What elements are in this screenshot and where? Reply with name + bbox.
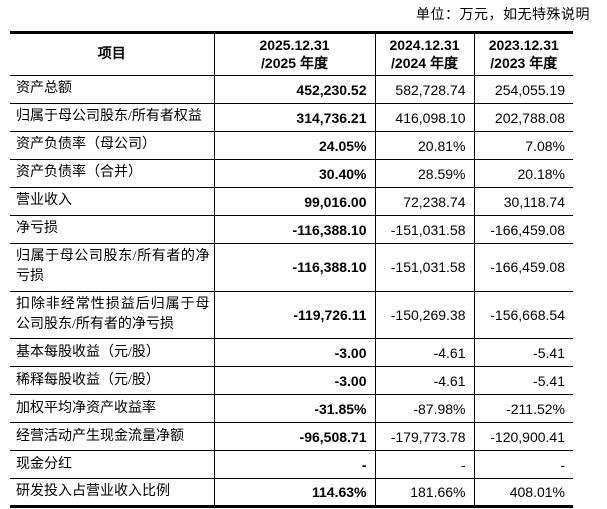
header-period-year: /2025 年度 bbox=[261, 54, 328, 71]
row-value: -151,031.58 bbox=[374, 243, 474, 292]
row-value: -31.85% bbox=[213, 394, 375, 424]
table-row: 资产负债率（母公司） 24.05% 20.81% 7.08% bbox=[10, 131, 573, 160]
row-value: 408.01% bbox=[473, 478, 573, 508]
row-value: -150,269.38 bbox=[374, 291, 474, 340]
row-value: -166,459.08 bbox=[473, 215, 573, 244]
row-value: 254,055.19 bbox=[473, 75, 573, 104]
table-row: 归属于母公司股东/所有者的净亏损 -116,388.10 -151,031.58 -1… bbox=[10, 243, 573, 292]
row-value: 24.05% bbox=[213, 131, 375, 160]
header-item-column: 项目 bbox=[10, 32, 214, 76]
row-value: -151,031.58 bbox=[374, 215, 474, 244]
row-value: 30,118.74 bbox=[473, 187, 573, 216]
header-period-date: 2024.12.31 bbox=[389, 37, 460, 53]
row-value: 7.08% bbox=[473, 131, 573, 160]
row-label: 归属于母公司股东/所有者权益 bbox=[10, 103, 214, 132]
row-value: -96,508.71 bbox=[213, 422, 375, 452]
table-row: 资产总额 452,230.52 582,728.74 254,055.19 bbox=[10, 75, 573, 104]
row-value: 314,736.21 bbox=[213, 103, 375, 132]
row-label: 扣除非经常性损益后归属于母公司股东/所有者的净亏损 bbox=[10, 291, 214, 340]
row-label: 净亏损 bbox=[10, 215, 214, 244]
table-row: 归属于母公司股东/所有者权益 314,736.21 416,098.10 202,78… bbox=[10, 103, 573, 132]
row-label: 归属于母公司股东/所有者的净亏损 bbox=[10, 243, 214, 292]
table-row: 资产负债率（合并） 30.40% 28.59% 20.18% bbox=[10, 159, 573, 188]
row-label: 基本每股收益（元/股） bbox=[10, 338, 214, 368]
header-period-date: 2025.12.31 bbox=[259, 37, 330, 53]
header-period-2023: 2023.12.31 /2023 年度 bbox=[473, 32, 573, 76]
row-value: -211.52% bbox=[473, 394, 573, 424]
row-value: -166,459.08 bbox=[473, 243, 573, 292]
row-value: -5.41 bbox=[473, 366, 573, 396]
row-label: 研发投入占营业收入比例 bbox=[10, 478, 214, 508]
table-row: 营业收入 99,016.00 72,238.74 30,118.74 bbox=[10, 187, 573, 216]
row-value: - bbox=[213, 450, 375, 480]
row-value: 30.40% bbox=[213, 159, 375, 188]
table-row: 经营活动产生现金流量净额 -96,508.71 -179,773.78 -120,90… bbox=[10, 422, 573, 452]
row-value: 72,238.74 bbox=[374, 187, 474, 216]
row-value: 99,016.00 bbox=[213, 187, 375, 216]
row-value: 20.81% bbox=[374, 131, 474, 160]
row-value: -119,726.11 bbox=[213, 291, 375, 340]
header-period-2025: 2025.12.31 /2025 年度 bbox=[213, 32, 375, 76]
table-row: 基本每股收益（元/股） -3.00 -4.61 -5.41 bbox=[10, 338, 573, 368]
row-label: 加权平均净资产收益率 bbox=[10, 394, 214, 424]
row-value: -156,668.54 bbox=[473, 291, 573, 340]
row-value: -120,900.41 bbox=[473, 422, 573, 452]
financial-summary-table: 项目 2025.12.31 /2025 年度 2024.12.31 /2024 … bbox=[10, 31, 573, 509]
row-label: 资产总额 bbox=[10, 75, 214, 104]
row-value: -5.41 bbox=[473, 338, 573, 368]
row-value: -4.61 bbox=[374, 338, 474, 368]
row-value: 20.18% bbox=[473, 159, 573, 188]
row-value: 28.59% bbox=[374, 159, 474, 188]
row-value: -116,388.10 bbox=[213, 215, 375, 244]
row-value: -4.61 bbox=[374, 366, 474, 396]
row-value: - bbox=[473, 450, 573, 480]
row-value: -3.00 bbox=[213, 338, 375, 368]
header-period-2024: 2024.12.31 /2024 年度 bbox=[374, 32, 474, 76]
row-label: 资产负债率（母公司） bbox=[10, 131, 214, 160]
header-row: 项目 2025.12.31 /2025 年度 2024.12.31 /2024 … bbox=[10, 32, 573, 76]
row-value: -116,388.10 bbox=[213, 243, 375, 292]
table-row: 现金分红 - - - bbox=[10, 450, 573, 480]
row-value: -3.00 bbox=[213, 366, 375, 396]
row-value: 114.63% bbox=[213, 478, 375, 508]
row-value: -87.98% bbox=[374, 394, 474, 424]
table-row: 稀释每股收益（元/股） -3.00 -4.61 -5.41 bbox=[10, 366, 573, 396]
row-label: 营业收入 bbox=[10, 187, 214, 216]
row-value: 452,230.52 bbox=[213, 75, 375, 104]
row-value: 416,098.10 bbox=[374, 103, 474, 132]
table-row: 加权平均净资产收益率 -31.85% -87.98% -211.52% bbox=[10, 394, 573, 424]
row-value: 582,728.74 bbox=[374, 75, 474, 104]
row-label: 资产负债率（合并） bbox=[10, 159, 214, 188]
row-value: 202,788.08 bbox=[473, 103, 573, 132]
header-period-year: /2024 年度 bbox=[391, 54, 458, 71]
row-value: 181.66% bbox=[374, 478, 474, 508]
table-row: 研发投入占营业收入比例 114.63% 181.66% 408.01% bbox=[10, 478, 573, 508]
table-row: 净亏损 -116,388.10 -151,031.58 -166,459.08 bbox=[10, 215, 573, 244]
unit-note: 单位：万元，如无特殊说明 bbox=[416, 8, 590, 23]
header-period-date: 2023.12.31 bbox=[488, 37, 559, 53]
row-value: - bbox=[374, 450, 474, 480]
row-label: 经营活动产生现金流量净额 bbox=[10, 422, 214, 452]
header-period-year: /2023 年度 bbox=[490, 54, 558, 71]
table-body: 资产总额 452,230.52 582,728.74 254,055.19 归属于母公司… bbox=[10, 75, 573, 508]
row-label: 现金分红 bbox=[10, 450, 214, 480]
table-row: 扣除非经常性损益后归属于母公司股东/所有者的净亏损 -119,726.11 -150… bbox=[10, 291, 573, 340]
row-value: -179,773.78 bbox=[374, 422, 474, 452]
table-header: 项目 2025.12.31 /2025 年度 2024.12.31 /2024 … bbox=[10, 32, 573, 76]
row-label: 稀释每股收益（元/股） bbox=[10, 366, 214, 396]
